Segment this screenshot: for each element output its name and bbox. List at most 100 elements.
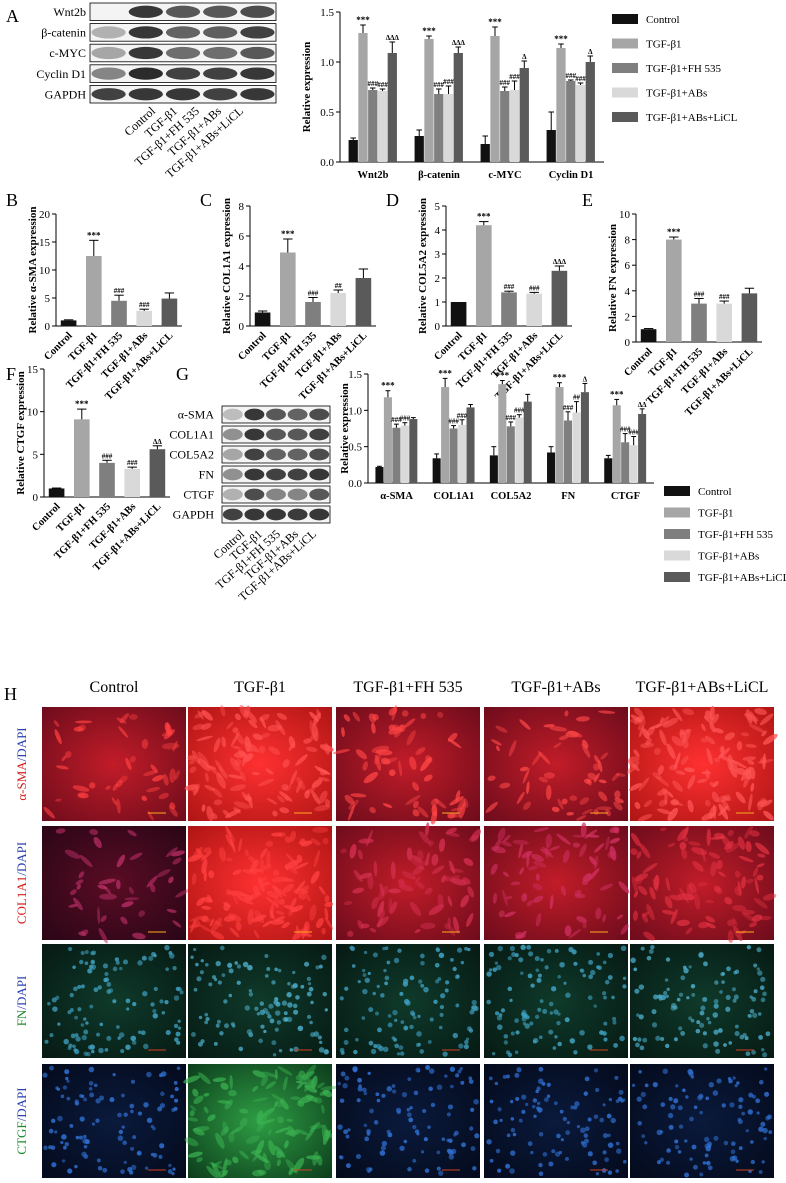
cell — [735, 767, 746, 775]
cell — [659, 717, 664, 724]
cell — [713, 885, 721, 893]
cell — [98, 878, 117, 885]
nucleus — [263, 1029, 267, 1034]
nucleus — [638, 1069, 642, 1074]
cell — [512, 839, 529, 845]
nucleus — [607, 1133, 611, 1138]
cell — [447, 917, 452, 926]
blot-band — [240, 5, 275, 18]
row-label-dapi: DAPI — [14, 976, 29, 1006]
nucleus — [603, 1037, 608, 1042]
cell — [318, 885, 326, 895]
significance-label: *** — [87, 230, 101, 240]
blot-band — [128, 26, 163, 39]
bar-c-myc-tgf-1-abs — [509, 90, 520, 162]
nucleus — [150, 1002, 155, 1007]
nucleus — [677, 1105, 683, 1111]
nucleus — [74, 1015, 78, 1020]
nucleus — [723, 1140, 729, 1146]
blot-band — [287, 408, 308, 421]
cell — [671, 800, 684, 807]
nucleus — [521, 1109, 526, 1114]
nucleus — [746, 945, 751, 950]
cell — [675, 770, 686, 775]
cell — [447, 813, 456, 819]
x-tick-label-ctgf: CTGF — [611, 491, 640, 502]
cell — [279, 791, 293, 802]
cell — [428, 904, 445, 916]
nucleus — [287, 1002, 293, 1008]
cell — [317, 1154, 323, 1166]
cell — [627, 760, 640, 772]
significance-label: ### — [506, 414, 517, 422]
nucleus — [153, 986, 158, 992]
nucleus — [411, 1012, 416, 1017]
nucleus — [322, 992, 327, 997]
nucleus — [553, 1009, 559, 1015]
nucleus — [103, 977, 108, 983]
nucleus — [738, 1146, 743, 1151]
significance-label: *** — [381, 381, 395, 391]
nucleus — [601, 1168, 607, 1173]
cell — [503, 834, 511, 842]
cell — [251, 1149, 262, 1155]
nucleus — [89, 1004, 94, 1009]
cell — [190, 919, 196, 933]
nucleus — [306, 1014, 312, 1020]
cell — [459, 802, 467, 819]
cell — [639, 725, 645, 738]
nucleus — [554, 1035, 558, 1039]
cell — [119, 713, 129, 724]
nucleus — [725, 1006, 731, 1012]
blot-band — [287, 428, 308, 441]
cell — [271, 832, 283, 837]
nucleus — [420, 960, 425, 966]
nucleus — [750, 1140, 754, 1144]
cell — [549, 845, 560, 851]
nucleus — [306, 991, 312, 997]
nucleus — [584, 1076, 590, 1082]
cell — [343, 714, 351, 722]
y-tick-label: 5 — [435, 201, 441, 213]
nucleus — [537, 973, 542, 978]
nucleus — [173, 1106, 178, 1111]
nucleus — [444, 1074, 448, 1078]
nucleus — [750, 1159, 755, 1165]
cell — [516, 791, 525, 805]
cell — [705, 922, 716, 929]
significance-label: ### — [308, 290, 319, 298]
cell — [357, 849, 363, 860]
nucleus — [428, 1086, 433, 1092]
nucleus — [266, 967, 271, 971]
nucleus — [117, 1112, 122, 1118]
bar-ctgf-tgf-1 — [612, 405, 621, 483]
cell — [218, 847, 227, 862]
cell — [224, 1099, 233, 1110]
nucleus — [102, 1167, 108, 1173]
nucleus — [642, 1037, 648, 1043]
nucleus — [381, 1093, 386, 1098]
nucleus — [260, 1024, 265, 1029]
cell — [53, 720, 60, 727]
nucleus — [234, 961, 238, 965]
cell — [261, 1071, 279, 1078]
cell — [750, 783, 755, 792]
nucleus — [91, 1122, 96, 1126]
nucleus — [762, 1052, 768, 1058]
y-tick-label: 0.5 — [320, 107, 334, 119]
nucleus — [595, 1087, 600, 1093]
nucleus — [122, 1140, 127, 1146]
nucleus — [678, 1124, 684, 1129]
cell — [649, 887, 656, 900]
nucleus — [640, 946, 645, 951]
cell — [146, 875, 158, 888]
nucleus — [116, 1025, 120, 1029]
nucleus — [343, 1027, 349, 1033]
cell — [572, 842, 581, 848]
blot-band — [165, 88, 201, 101]
nucleus — [412, 1015, 417, 1020]
cell — [636, 851, 642, 859]
nucleus — [768, 1130, 773, 1135]
nucleus — [267, 1014, 272, 1019]
cell — [388, 888, 401, 894]
